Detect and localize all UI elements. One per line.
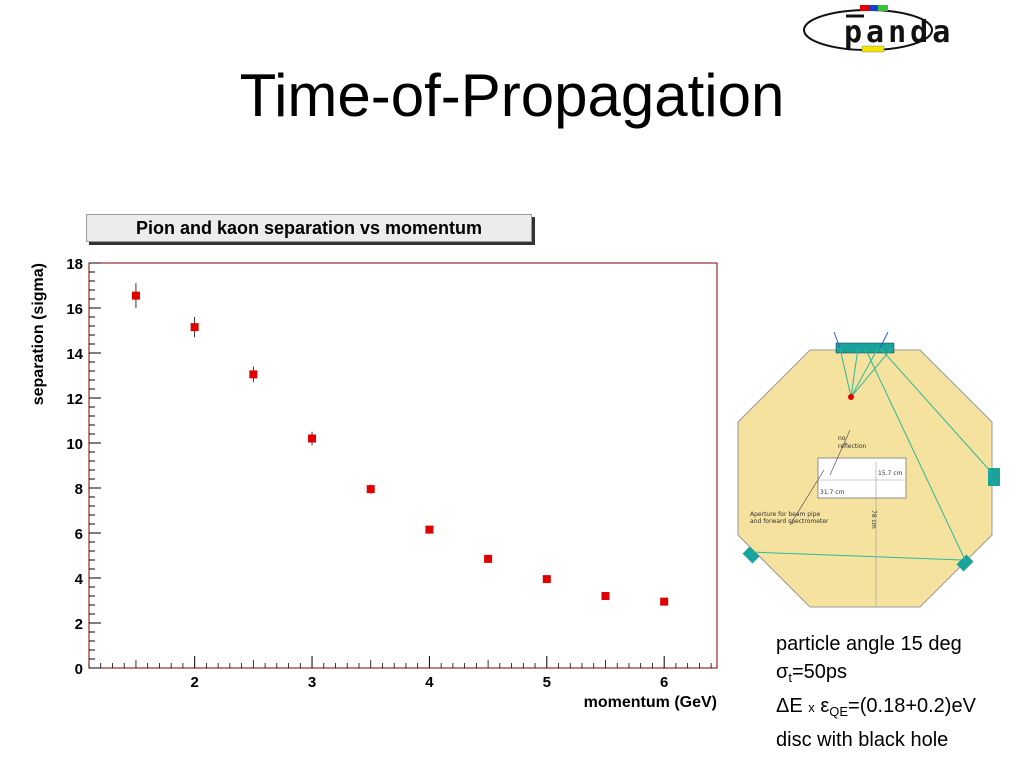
- height-dimension-label: 15.7 cm: [878, 470, 903, 477]
- data-point: [542, 575, 551, 584]
- left-sensor: [742, 546, 760, 564]
- data-point: [366, 485, 375, 494]
- y-axis-label: separation (sigma): [30, 263, 47, 405]
- y-tick-label: 0: [75, 661, 83, 678]
- sigma-value: =50ps: [791, 661, 848, 683]
- y-tick-label: 16: [66, 301, 83, 318]
- x-axis-label: momentum (GeV): [584, 694, 717, 711]
- parameter-notes: particle angle 15 deg σt=50ps ΔE x εQE=(…: [776, 630, 976, 754]
- x-tick-label: 4: [425, 674, 434, 691]
- y-tick-label: 4: [75, 571, 84, 588]
- y-tick-label: 8: [75, 481, 83, 498]
- y-tick-label: 14: [66, 346, 83, 363]
- photon-paths: [749, 331, 993, 563]
- note-disc: disc with black hole: [776, 729, 949, 751]
- data-point: [308, 434, 317, 443]
- sigma-symbol: σ: [776, 661, 789, 683]
- y-tick-label: 10: [66, 436, 83, 453]
- no-reflection-label-1: no: [838, 435, 846, 442]
- times-symbol: x: [808, 700, 815, 715]
- y-tick-label: 6: [75, 526, 83, 543]
- vertical-dimension-label: 78 cm: [870, 510, 877, 529]
- epsilon-symbol: ε: [820, 695, 830, 717]
- data-point: [131, 291, 140, 300]
- x-tick-label: 5: [543, 674, 551, 691]
- panda-logo: panda: [803, 5, 954, 53]
- epsilon-subscript: QE: [829, 704, 849, 719]
- data-point: [660, 597, 669, 606]
- sigma-subscript: t: [788, 670, 792, 685]
- logo-text: panda: [844, 15, 954, 50]
- x-tick-label: 6: [660, 674, 668, 691]
- note-time-resolution: σt=50ps: [776, 658, 976, 692]
- aperture-box: [817, 457, 907, 499]
- data-point: [425, 525, 434, 534]
- plot-frame: [88, 262, 718, 669]
- data-point: [190, 323, 199, 332]
- particle-origin: [848, 394, 854, 400]
- no-reflection-label-2: reflection: [838, 443, 866, 450]
- width-dimension-label: 31.7 cm: [820, 489, 845, 496]
- formula-value: =(0.18+0.2)eV: [848, 695, 976, 717]
- separation-chart: 0 2 4 6 8 10 12 14 16 18 2 3 4 5 6 momentum (GeV) separa…: [30, 256, 718, 711]
- data-point: [601, 592, 610, 600]
- x-tick-label: 3: [308, 674, 316, 691]
- page-title: Time-of-Propagation: [239, 62, 785, 129]
- y-tick-label: 12: [66, 391, 83, 408]
- data-point: [249, 370, 258, 379]
- note-particle-angle: particle angle 15 deg: [776, 633, 962, 655]
- detector-geometry-diagram: no reflection 15.7 cm 31.7 cm Aperture f…: [737, 331, 1000, 608]
- x-tick-label: 2: [190, 674, 198, 691]
- aperture-label-1: Aperture for beam pipe: [750, 511, 821, 518]
- delta-e: ΔE: [776, 695, 803, 717]
- right-bottom-sensor: [956, 554, 974, 572]
- chart-title: Pion and kaon separation vs momentum: [86, 214, 532, 242]
- note-energy-efficiency: ΔE x εQE=(0.18+0.2)eV: [776, 692, 976, 726]
- y-tick-label: 18: [66, 256, 83, 273]
- data-point: [484, 554, 493, 563]
- aperture-label-2: and forward spectrometer: [750, 518, 829, 525]
- y-tick-label: 2: [75, 616, 83, 633]
